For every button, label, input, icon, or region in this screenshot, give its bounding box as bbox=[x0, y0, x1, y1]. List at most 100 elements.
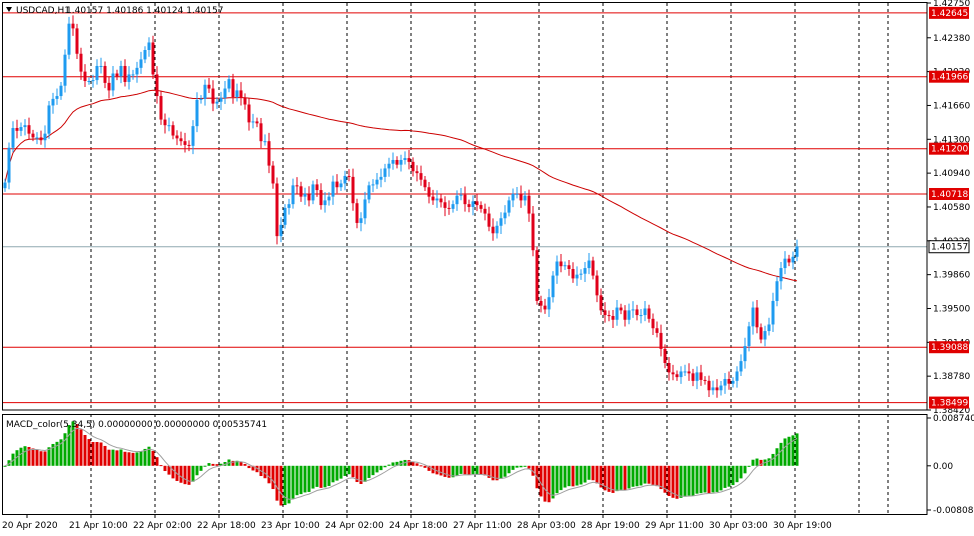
macd-bar bbox=[463, 465, 467, 475]
macd-bar bbox=[239, 462, 243, 466]
candle-body bbox=[363, 199, 367, 219]
candle-body bbox=[11, 128, 15, 148]
moving-average bbox=[4, 89, 798, 282]
macd-bar bbox=[559, 465, 563, 491]
time-tick-label: 22 Apr 02:00 bbox=[133, 521, 192, 531]
candle-body bbox=[227, 79, 231, 89]
time-tick-label: 30 Apr 03:00 bbox=[709, 521, 768, 531]
macd-bar bbox=[615, 465, 619, 492]
macd-bar bbox=[643, 465, 647, 484]
candle-body bbox=[511, 193, 515, 201]
candle-body bbox=[55, 96, 59, 99]
candle-body bbox=[327, 196, 331, 201]
candle-body bbox=[323, 200, 327, 206]
candle-body bbox=[559, 261, 563, 267]
macd-bar bbox=[411, 461, 415, 466]
candle-body bbox=[771, 300, 775, 325]
candle-body bbox=[519, 193, 523, 201]
macd-bar bbox=[319, 465, 323, 488]
candle-body bbox=[403, 158, 407, 160]
macd-bar bbox=[423, 465, 427, 468]
candle-body bbox=[27, 125, 31, 134]
macd-bar bbox=[183, 465, 187, 485]
macd-bar bbox=[611, 465, 615, 493]
macd-bar bbox=[75, 424, 79, 466]
macd-bar bbox=[203, 465, 207, 467]
candle-body bbox=[467, 204, 471, 207]
macd-bar bbox=[595, 465, 599, 484]
candle-body bbox=[295, 185, 299, 187]
macd-bar bbox=[327, 465, 331, 486]
macd-bar bbox=[347, 465, 351, 475]
macd-bar bbox=[407, 460, 411, 466]
candle-body bbox=[623, 310, 627, 320]
macd-bar bbox=[795, 433, 799, 466]
macd-bar bbox=[619, 465, 623, 490]
macd-bar bbox=[603, 465, 607, 491]
time-tick-label: 28 Apr 19:00 bbox=[581, 521, 640, 531]
macd-bar bbox=[87, 439, 91, 466]
candle-body bbox=[775, 281, 779, 301]
time-tick-label: 30 Apr 19:00 bbox=[773, 521, 832, 531]
candle-body bbox=[195, 99, 199, 127]
macd-bar bbox=[679, 465, 683, 498]
macd-bar bbox=[43, 451, 47, 466]
macd-bar bbox=[523, 465, 527, 467]
macd-bar bbox=[147, 446, 151, 466]
chart-frame bbox=[2, 2, 928, 515]
candle-body bbox=[507, 200, 511, 213]
candle-body bbox=[171, 125, 175, 136]
candle-body bbox=[339, 183, 343, 188]
macd-bar bbox=[371, 465, 375, 476]
candle-body bbox=[263, 141, 267, 143]
macd-bar bbox=[627, 465, 631, 489]
macd-bar bbox=[711, 465, 715, 493]
price-tick-label: 1.38780 bbox=[933, 372, 970, 382]
macd-bar bbox=[67, 425, 71, 466]
candle-body bbox=[635, 309, 639, 316]
macd-bar bbox=[419, 465, 423, 467]
candle-body bbox=[215, 101, 219, 104]
candle-body bbox=[627, 310, 631, 320]
candle-body bbox=[675, 374, 679, 378]
candle-body bbox=[379, 176, 383, 180]
candle-body bbox=[731, 380, 735, 384]
macd-bar bbox=[727, 465, 731, 487]
candle-body bbox=[255, 121, 259, 124]
macd-bar bbox=[439, 465, 443, 476]
macd-bar bbox=[307, 465, 311, 492]
macd-bar bbox=[483, 465, 487, 476]
macd-bar bbox=[599, 465, 603, 488]
macd-bar bbox=[311, 465, 315, 489]
candle-body bbox=[275, 183, 279, 237]
macd-bar bbox=[715, 465, 719, 492]
price-tick-label: 1.42750 bbox=[933, 0, 970, 9]
candle-body bbox=[599, 295, 603, 311]
candle-body bbox=[539, 300, 543, 306]
macd-bar bbox=[135, 452, 139, 466]
macd-bar bbox=[579, 465, 583, 485]
macd-bar bbox=[479, 465, 483, 475]
candle-body bbox=[271, 165, 275, 184]
candle-body bbox=[307, 193, 311, 201]
macd-bar bbox=[459, 465, 463, 474]
candle-body bbox=[703, 379, 707, 381]
price-tick-label: 1.41660 bbox=[933, 101, 970, 111]
triangle-down-icon[interactable] bbox=[6, 7, 12, 12]
macd-bar bbox=[287, 465, 291, 504]
candle-body bbox=[331, 181, 335, 197]
candle-body bbox=[311, 184, 315, 201]
candle-body bbox=[603, 310, 607, 316]
chart-header: USDCAD,H1 1.40157 1.40186 1.40124 1.4015… bbox=[6, 6, 223, 16]
candle-body bbox=[355, 203, 359, 223]
macd-bar bbox=[207, 463, 211, 466]
macd-bar bbox=[783, 438, 787, 466]
macd-bar bbox=[167, 465, 171, 475]
macd-bar bbox=[775, 448, 779, 466]
candle-body bbox=[487, 213, 491, 227]
candle-body bbox=[99, 65, 103, 67]
candle-body bbox=[19, 127, 23, 131]
candle-body bbox=[351, 176, 355, 204]
candle-body bbox=[283, 207, 287, 225]
